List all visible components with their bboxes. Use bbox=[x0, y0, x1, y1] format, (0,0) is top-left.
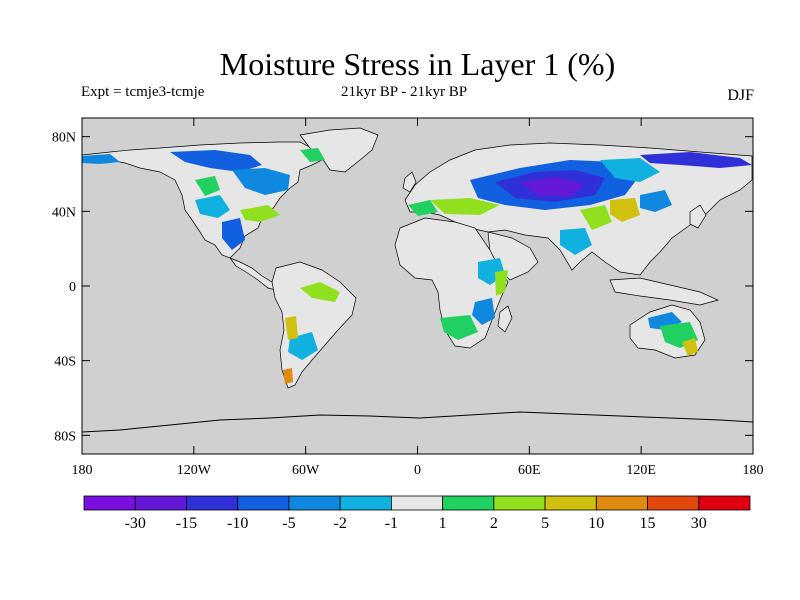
colorbar-swatch bbox=[134, 495, 187, 511]
colorbar-label: 5 bbox=[541, 515, 549, 532]
colorbar-swatch bbox=[595, 495, 648, 511]
colorbar-label: -10 bbox=[227, 515, 248, 532]
anomaly-region bbox=[240, 205, 280, 222]
period-label: 21kyr BP - 21kyr BP bbox=[341, 84, 468, 100]
season-label: DJF bbox=[727, 87, 754, 104]
y-tick-label: 80S bbox=[54, 429, 76, 444]
anomaly-region bbox=[82, 154, 120, 164]
anomaly-region bbox=[300, 148, 325, 162]
y-tick-label: 40N bbox=[52, 205, 76, 220]
colorbar-swatch bbox=[288, 495, 341, 511]
x-tick-label: 60E bbox=[518, 463, 541, 478]
land-madagascar bbox=[497, 305, 513, 333]
anomaly-region bbox=[640, 190, 672, 212]
colorbar-label: -5 bbox=[282, 515, 295, 532]
anomaly-region bbox=[682, 338, 698, 356]
anomaly-region bbox=[600, 158, 660, 182]
anomaly-region bbox=[580, 205, 612, 230]
land-layer bbox=[82, 127, 753, 433]
x-tick-label: 60W bbox=[292, 463, 320, 478]
colorbar-swatch bbox=[83, 495, 136, 511]
anomaly-region bbox=[408, 200, 438, 216]
colorbar-label: -2 bbox=[333, 515, 346, 532]
x-tick-label: 180 bbox=[72, 463, 93, 478]
colorbar-label: 1 bbox=[439, 515, 447, 532]
x-tick-label: 180 bbox=[743, 463, 764, 478]
colorbar-swatch bbox=[647, 495, 700, 511]
x-tick-label: 120E bbox=[626, 463, 656, 478]
colorbar-label: -15 bbox=[176, 515, 197, 532]
land-britain bbox=[402, 171, 417, 193]
anomaly-region bbox=[285, 316, 298, 340]
anomaly-fields bbox=[82, 148, 752, 384]
anomaly-region bbox=[195, 176, 220, 196]
anomaly-region bbox=[495, 270, 508, 296]
colorbar-label: 15 bbox=[640, 515, 656, 532]
colorbar-swatch bbox=[186, 495, 239, 511]
colorbar-label: 30 bbox=[691, 515, 707, 532]
x-tick-label: 120W bbox=[177, 463, 212, 478]
anomaly-region bbox=[472, 298, 495, 325]
y-tick-label: 80N bbox=[52, 131, 76, 146]
anomaly-region bbox=[430, 198, 500, 215]
colorbar-swatch bbox=[493, 495, 546, 511]
colorbar-swatch bbox=[339, 495, 392, 511]
colorbar-label: 2 bbox=[490, 515, 498, 532]
antarctic-coastline bbox=[82, 411, 753, 433]
experiment-label: Expt = tcmje3-tcmje bbox=[81, 84, 205, 100]
anomaly-region bbox=[288, 332, 318, 360]
y-tick-label: 40S bbox=[54, 355, 76, 370]
anomaly-region bbox=[170, 150, 262, 172]
colorbar-label: -30 bbox=[125, 515, 146, 532]
y-tick-label: 0 bbox=[69, 280, 76, 295]
colorbar-swatch bbox=[698, 495, 751, 511]
anomaly-region bbox=[440, 315, 478, 340]
anomaly-region bbox=[300, 282, 340, 302]
colorbar-swatch bbox=[237, 495, 290, 511]
colorbar-swatch bbox=[442, 495, 495, 511]
land-southeast-asia bbox=[609, 277, 720, 306]
land-japan bbox=[689, 204, 707, 229]
map-title: Moisture Stress in Layer 1 (%) bbox=[219, 46, 616, 82]
colorbar-label: -1 bbox=[385, 515, 398, 532]
anomaly-region bbox=[610, 198, 640, 222]
anomaly-region bbox=[195, 195, 230, 218]
colorbar-swatch bbox=[544, 495, 597, 511]
colorbar-swatch bbox=[390, 495, 444, 511]
anomaly-region bbox=[222, 218, 245, 250]
anomaly-region bbox=[560, 228, 592, 255]
anomaly-region bbox=[232, 168, 290, 195]
anomaly-region bbox=[283, 368, 293, 384]
x-tick-label: 0 bbox=[414, 463, 421, 478]
anomaly-region bbox=[640, 152, 752, 168]
axis-ticks: 180 120W 60W 0 60E 120E 180 80N 40N 0 40S 80S bbox=[52, 118, 764, 478]
colorbar-label: 10 bbox=[588, 515, 604, 532]
anomaly-region bbox=[520, 177, 585, 196]
